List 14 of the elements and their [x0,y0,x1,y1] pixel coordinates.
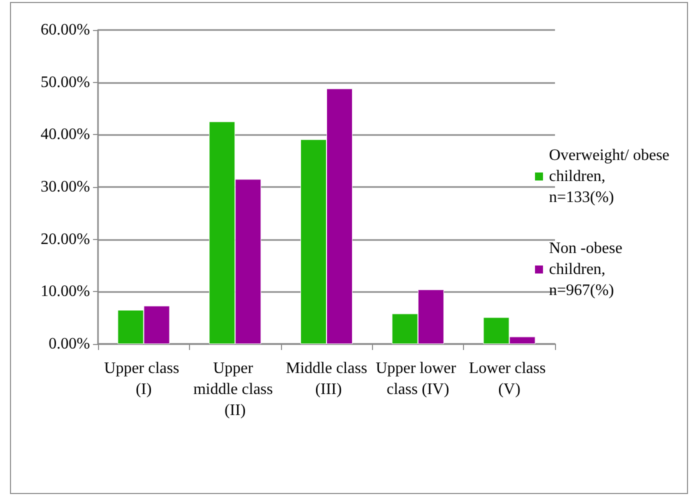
y-tick-label: 0.00% [48,336,90,352]
y-tick-label: 20.00% [40,230,90,248]
y-tick-label: 50.00% [40,74,90,91]
x-tick-label: Upper lower class (IV) [376,360,460,398]
y-tick-label: 30.00% [40,178,90,196]
x-tick-label: Middle class (III) [286,360,368,398]
y-tick-label: 60.00% [40,22,90,38]
y-tick-label: 40.00% [40,126,90,144]
x-tick-label: Lower class (V) [468,360,550,398]
legend-label: Overweight/ obese children, n=133(%) [549,147,674,206]
legend-label: Non -obese children, n=967(%) [549,240,626,299]
x-tick-label: Upper middle class (II) [193,360,277,419]
x-tick-label: Upper class (I) [104,360,184,398]
y-tick-label: 10.00% [40,283,90,300]
